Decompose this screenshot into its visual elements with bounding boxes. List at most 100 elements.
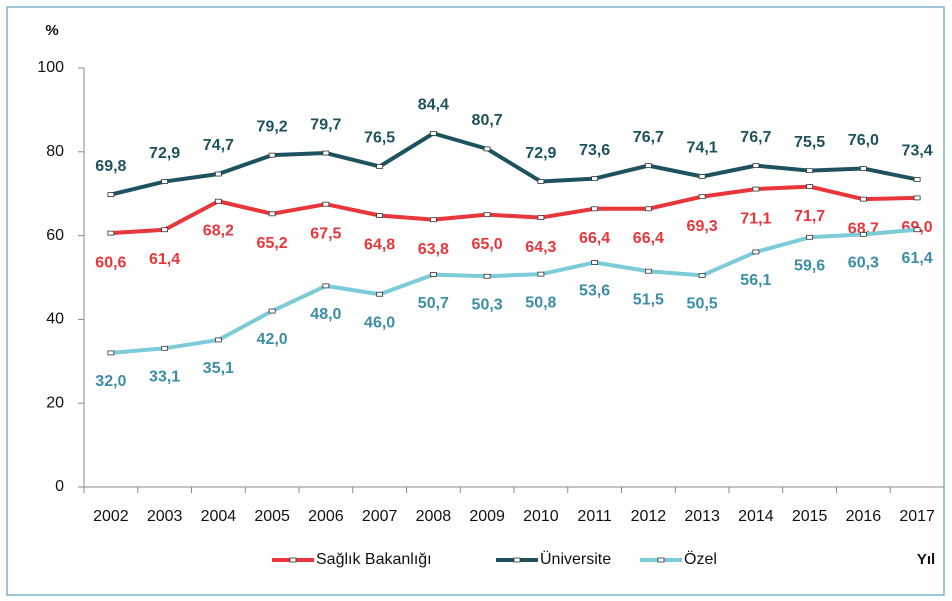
- point-marker: [644, 163, 652, 169]
- y-tick-label: 80: [46, 143, 64, 160]
- value-label: 84,4: [418, 97, 449, 114]
- x-tick-label: 2014: [738, 508, 774, 525]
- value-label: 73,6: [579, 142, 610, 159]
- point-marker: [591, 206, 599, 212]
- point-marker: [429, 272, 437, 277]
- x-tick-label: 2007: [362, 508, 398, 525]
- point-marker: [214, 198, 222, 204]
- point-marker: [752, 249, 760, 255]
- legend-marker: [513, 557, 521, 563]
- point-marker: [322, 201, 330, 207]
- value-label: 75,5: [794, 134, 825, 151]
- series-line: [110, 184, 918, 236]
- value-label: 76,0: [848, 132, 879, 149]
- value-label: 71,7: [794, 208, 825, 225]
- point-marker: [322, 283, 330, 289]
- value-label: 68,2: [203, 222, 234, 239]
- value-label: 35,1: [203, 360, 234, 377]
- value-label: 51,5: [633, 291, 664, 308]
- value-label: 76,7: [633, 129, 664, 146]
- value-label: 64,3: [525, 239, 556, 256]
- value-label: 50,5: [687, 296, 718, 313]
- point-marker: [859, 231, 867, 237]
- value-label: 53,6: [579, 283, 610, 300]
- value-label: 67,5: [310, 225, 341, 242]
- value-label: 76,5: [364, 130, 395, 147]
- value-label: 50,8: [525, 294, 556, 311]
- value-label: 72,9: [149, 145, 180, 162]
- y-tick-label: 60: [46, 227, 64, 244]
- point-marker: [537, 271, 545, 277]
- x-tick-label: 2015: [792, 508, 828, 525]
- y-axis-label: %: [45, 22, 58, 39]
- value-label: 66,4: [633, 230, 664, 247]
- x-tick-label: 2016: [846, 508, 882, 525]
- point-marker: [859, 166, 867, 171]
- legend-label: Özel: [684, 550, 717, 568]
- value-label: 65,2: [257, 235, 288, 252]
- value-label: 50,3: [472, 296, 503, 313]
- value-label: 50,7: [418, 295, 449, 312]
- x-tick-label: 2017: [899, 508, 935, 525]
- point-marker: [913, 177, 921, 182]
- point-marker: [214, 171, 222, 177]
- point-marker: [376, 164, 384, 169]
- legend-marker: [289, 557, 297, 563]
- x-tick-label: 2005: [254, 508, 290, 525]
- value-label: 61,4: [902, 250, 933, 267]
- value-label: 72,9: [525, 145, 556, 162]
- y-tick-label: 100: [37, 59, 64, 76]
- point-marker: [698, 273, 706, 278]
- x-tick-label: 2002: [93, 508, 129, 525]
- value-label: 56,1: [740, 272, 771, 289]
- point-marker: [107, 192, 115, 197]
- legend-label: Üniversite: [540, 550, 611, 568]
- point-marker: [161, 227, 169, 233]
- point-marker: [483, 273, 491, 279]
- point-marker: [806, 168, 814, 174]
- value-label: 76,7: [740, 129, 771, 146]
- value-label: 61,4: [149, 251, 180, 268]
- x-tick-label: 2003: [147, 508, 183, 525]
- point-marker: [161, 179, 169, 184]
- point-marker: [644, 206, 652, 212]
- point-marker: [268, 152, 276, 158]
- point-marker: [161, 345, 169, 351]
- value-label: 69,3: [687, 218, 718, 235]
- point-marker: [537, 179, 545, 184]
- x-tick-label: 2006: [308, 508, 344, 525]
- x-tick-label: 2008: [416, 508, 452, 525]
- point-marker: [429, 130, 437, 136]
- value-label: 65,0: [472, 236, 503, 253]
- value-label: 64,8: [364, 237, 395, 254]
- legend-marker: [657, 557, 665, 563]
- point-marker: [376, 213, 384, 218]
- point-marker: [806, 234, 814, 240]
- y-tick-label: 20: [46, 394, 64, 411]
- value-label: 60,3: [848, 255, 879, 272]
- point-marker: [913, 195, 921, 201]
- value-label: 46,0: [364, 314, 395, 331]
- point-marker: [644, 268, 652, 274]
- value-label: 66,4: [579, 230, 610, 247]
- value-label: 79,7: [310, 116, 341, 133]
- x-tick-label: 2011: [577, 508, 612, 525]
- point-marker: [268, 211, 276, 217]
- y-tick-label: 0: [55, 478, 64, 495]
- value-label: 60,6: [95, 254, 126, 271]
- point-marker: [806, 184, 814, 189]
- point-marker: [859, 196, 867, 202]
- x-tick-label: 2010: [523, 508, 559, 525]
- point-marker: [376, 291, 384, 297]
- point-marker: [483, 146, 491, 152]
- point-marker: [913, 227, 921, 233]
- value-label: 59,6: [794, 257, 825, 274]
- value-label: 32,0: [95, 373, 126, 390]
- x-axis-label: Yıl: [917, 551, 935, 568]
- point-marker: [752, 163, 760, 169]
- point-marker: [107, 230, 115, 236]
- x-tick-label: 2012: [631, 508, 667, 525]
- point-marker: [591, 260, 599, 265]
- value-label: 80,7: [472, 112, 503, 129]
- series-line: [110, 227, 918, 355]
